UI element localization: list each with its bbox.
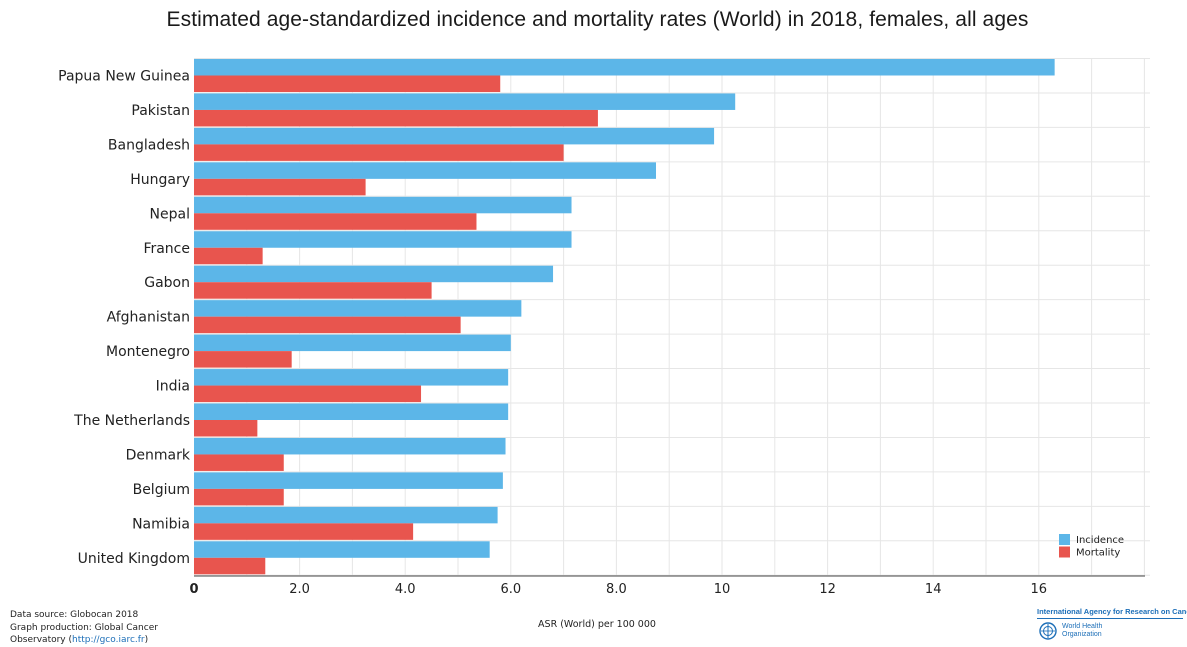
category-label: Pakistan	[131, 103, 190, 119]
incidence-bar	[194, 196, 572, 214]
x-tick-label: 4.0	[395, 582, 416, 597]
bars	[194, 59, 1055, 575]
incidence-bar	[194, 472, 503, 489]
category-label: Bangladesh	[108, 137, 190, 153]
mortality-bar	[194, 247, 263, 265]
category-label: Nepal	[150, 206, 190, 222]
source-line-3: Observatory (http://gco.iarc.fr)	[10, 635, 149, 645]
mortality-bar	[194, 316, 461, 334]
incidence-bar	[194, 506, 498, 524]
incidence-bar	[194, 369, 509, 386]
incidence-bar	[194, 300, 522, 317]
x-tick-label: 16	[1031, 582, 1048, 597]
mortality-bar	[194, 385, 422, 403]
category-label: Montenegro	[106, 344, 190, 360]
chart-title: Estimated age-standardized incidence and…	[166, 8, 1029, 31]
mortality-bar	[194, 213, 477, 230]
mortality-bar	[194, 144, 564, 161]
mortality-bar	[194, 454, 284, 471]
who-emblem-icon	[1039, 622, 1057, 640]
mortality-bar	[194, 75, 501, 92]
incidence-bar	[194, 59, 1055, 76]
legend-label: Mortality	[1076, 548, 1120, 559]
category-label: Gabon	[144, 275, 190, 291]
mortality-bar	[194, 282, 432, 299]
incidence-bar	[194, 334, 511, 352]
iarc-divider	[1037, 618, 1183, 619]
incidence-bar	[194, 231, 572, 248]
incidence-bar	[194, 162, 656, 179]
category-label: Hungary	[130, 172, 190, 188]
source-link[interactable]: http://gco.iarc.fr	[72, 635, 145, 645]
incidence-bar	[194, 541, 490, 558]
x-tick-label: 2.0	[289, 582, 310, 597]
legend: Incidence Mortality	[1059, 534, 1124, 559]
category-label: United Kingdom	[78, 551, 190, 567]
x-tick-label: 10	[714, 582, 731, 597]
who-logo-text: World Health Organization	[1062, 623, 1103, 638]
incidence-bar	[194, 403, 509, 420]
iarc-logo-text: International Agency for Research on Can…	[1037, 607, 1187, 616]
legend-swatch	[1059, 546, 1070, 558]
category-label: France	[143, 241, 190, 257]
legend-swatch	[1059, 534, 1070, 545]
incidence-bar	[194, 93, 736, 110]
x-axis-title: ASR (World) per 100 000	[538, 619, 656, 630]
incidence-bar	[194, 437, 506, 455]
mortality-bar	[194, 109, 598, 127]
incidence-bar	[194, 127, 715, 145]
category-label: The Netherlands	[73, 413, 190, 429]
x-tick-label: 8.0	[606, 582, 627, 597]
mortality-bar	[194, 420, 258, 437]
mortality-bar	[194, 488, 284, 506]
incidence-bar	[194, 265, 554, 283]
category-labels: Papua New Guinea Pakistan Bangladesh Hungar…	[58, 69, 191, 567]
data-source-note: Data source: Globocan 2018 Graph product…	[10, 609, 158, 647]
x-tick-label: 12	[819, 582, 836, 597]
source-line-1: Data source: Globocan 2018	[10, 610, 139, 620]
mortality-bar	[194, 351, 292, 368]
x-tick-label: 14	[925, 582, 942, 597]
x-tick-label: 6.0	[500, 582, 521, 597]
x-tick-label: 0	[189, 582, 198, 597]
category-label: Papua New Guinea	[58, 69, 190, 85]
category-label: Belgium	[133, 482, 190, 498]
x-tick-labels: 0 2.0 4.0 6.0 8.0 10 12 14 16	[189, 582, 1047, 597]
category-label: India	[156, 379, 190, 395]
legend-label: Incidence	[1076, 535, 1124, 546]
category-label: Denmark	[126, 447, 191, 463]
category-label: Namibia	[132, 516, 190, 532]
mortality-bar	[194, 178, 366, 196]
source-line-2: Graph production: Global Cancer	[10, 622, 158, 633]
mortality-bar	[194, 523, 414, 540]
mortality-bar	[194, 557, 266, 575]
category-label: Afghanistan	[107, 310, 190, 326]
